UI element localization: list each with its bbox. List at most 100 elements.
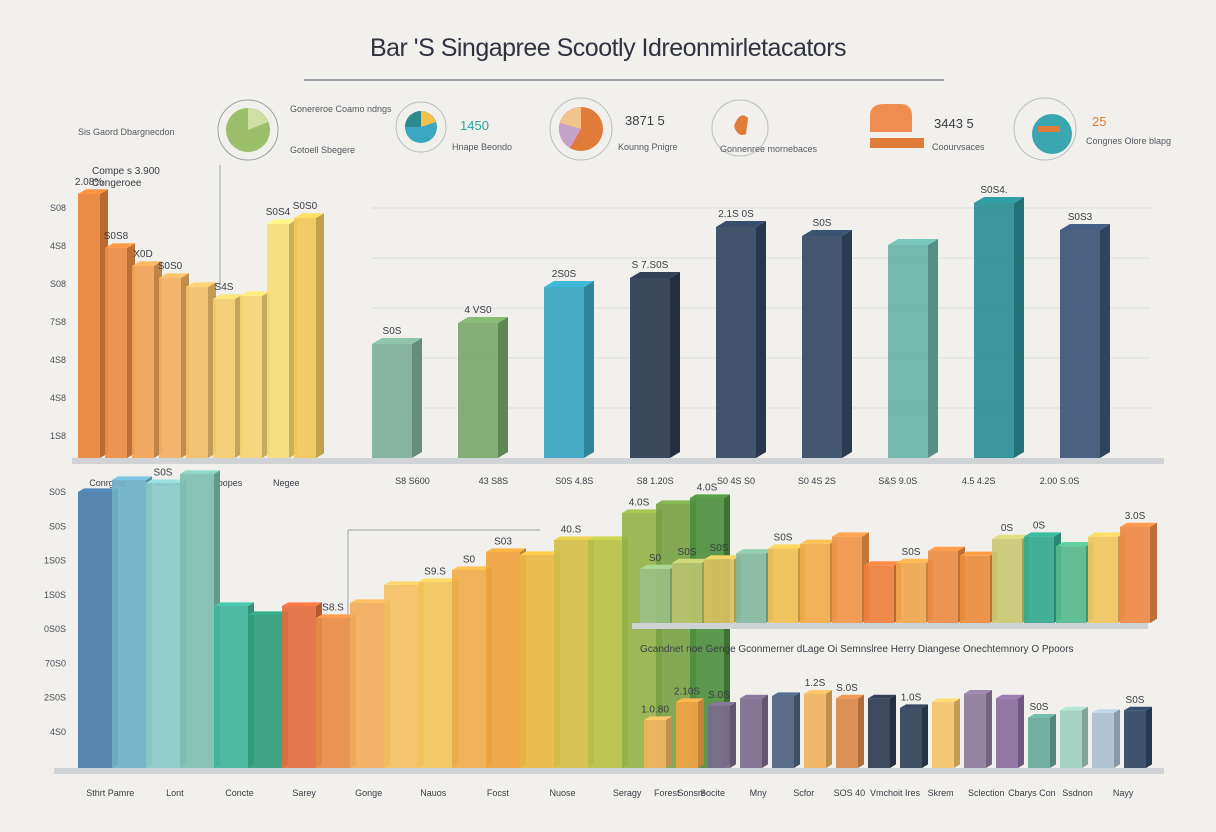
category-label: S&S 9.0S (878, 476, 917, 486)
y-tick-label: 4S8 (50, 241, 66, 251)
bar (240, 296, 262, 458)
bar-top (267, 219, 297, 224)
category-label: Vmchoit Ires (870, 788, 921, 798)
bar (112, 480, 146, 768)
bar-top (78, 488, 118, 492)
category-label: Nuose (549, 788, 575, 798)
y-tick-label: 1S8 (50, 431, 66, 441)
bar-top (630, 272, 680, 278)
data-label: S0S8 (104, 231, 129, 242)
bar-top (964, 690, 992, 694)
bar-top (105, 243, 135, 248)
bar-top (186, 282, 216, 287)
category-label: Mny (750, 788, 768, 798)
data-label: S0S (154, 467, 173, 478)
bar (644, 720, 666, 768)
bar-top (554, 536, 594, 540)
bar (214, 606, 248, 768)
bar (932, 702, 954, 768)
category-label: Ssdnon (1062, 788, 1093, 798)
bar-top (672, 558, 709, 563)
category-label: Nauos (420, 788, 447, 798)
bar-side (986, 690, 992, 768)
category-label: Lont (166, 788, 184, 798)
bar (372, 344, 412, 458)
bar (78, 492, 112, 768)
bar-side (698, 698, 704, 768)
data-label: 2.1S 0S (718, 209, 754, 220)
kpi-label: Hnape Beondo (452, 142, 513, 152)
bar-side (1050, 714, 1056, 768)
bar (736, 553, 766, 623)
badge-icon (866, 100, 926, 150)
bar-top (214, 602, 254, 606)
data-label: S9.S (424, 566, 446, 577)
pie-chart-icon (216, 98, 280, 162)
bar-top (159, 273, 189, 278)
bar-chart-2: S0SS0S1S0S1S0S0S0S70S02S0S4S0S0SS8.SS9.S… (44, 467, 1164, 798)
bar-top (1028, 714, 1056, 718)
data-label: S0S3 (1068, 212, 1093, 223)
bar (588, 540, 622, 768)
bar-top (112, 476, 152, 480)
data-label: S0S (774, 532, 793, 543)
kpi-label: Congnes Olore blapg (1086, 136, 1172, 146)
bar-top (1060, 224, 1110, 230)
data-label: S0S0 (158, 261, 183, 272)
bar (458, 323, 498, 458)
bar-top (736, 549, 773, 554)
y-tick-label: S08 (50, 203, 66, 213)
bar (804, 693, 826, 768)
bar-side (1146, 706, 1152, 768)
kpi-value: 3871 5 (625, 113, 665, 128)
bar (186, 287, 208, 458)
bar-top (868, 694, 896, 699)
bar-top (282, 602, 322, 606)
bar (888, 245, 928, 458)
data-label: 2S0S (552, 269, 577, 280)
bar (1088, 536, 1118, 623)
category-label: Nayy (1113, 788, 1134, 798)
category-label: Sonsre (677, 788, 706, 798)
bar-side (890, 694, 896, 768)
category-label: Forest (654, 788, 680, 798)
data-label: S0S4. (980, 185, 1007, 196)
category-label: 2.00 S.0S (1040, 476, 1080, 486)
bar (544, 287, 584, 458)
bar (384, 585, 418, 768)
kpi-label: Coourvsaces (932, 142, 985, 152)
bar (768, 548, 798, 623)
data-label: 40.S (561, 524, 582, 535)
bar (800, 543, 830, 623)
bar-top (240, 291, 270, 296)
bar-top (316, 614, 356, 618)
bar (868, 698, 890, 768)
bar (146, 483, 180, 768)
bar-top (676, 698, 704, 702)
bar-side (670, 272, 680, 458)
bar-top (888, 239, 938, 245)
bar (974, 203, 1014, 458)
kpi-label: Kounng Pnigre (618, 142, 678, 152)
category-label: S8 S600 (395, 476, 430, 486)
bar-side (928, 239, 938, 458)
y-tick-label: S0S (49, 487, 66, 497)
bar-side (858, 694, 864, 768)
data-label: 4 VS0 (464, 305, 492, 316)
bar-top (452, 566, 492, 570)
data-label: S0S (710, 543, 729, 554)
category-label: Negee (273, 478, 300, 488)
y-tick-label: 2S0S (44, 693, 66, 703)
data-label: 4.0S (697, 482, 718, 493)
bar (282, 606, 316, 768)
bar (704, 559, 734, 623)
kpi-label: Sis Gaord Dbargnecdon (78, 127, 175, 137)
data-label: S0 (463, 554, 476, 565)
title-divider (304, 79, 944, 81)
chart-floor (54, 768, 1164, 774)
category-label: Sarey (292, 788, 316, 798)
category-label: Gonge (355, 788, 382, 798)
bar (132, 266, 154, 458)
data-label: X0D (133, 249, 152, 260)
data-label: S03 (494, 536, 512, 547)
